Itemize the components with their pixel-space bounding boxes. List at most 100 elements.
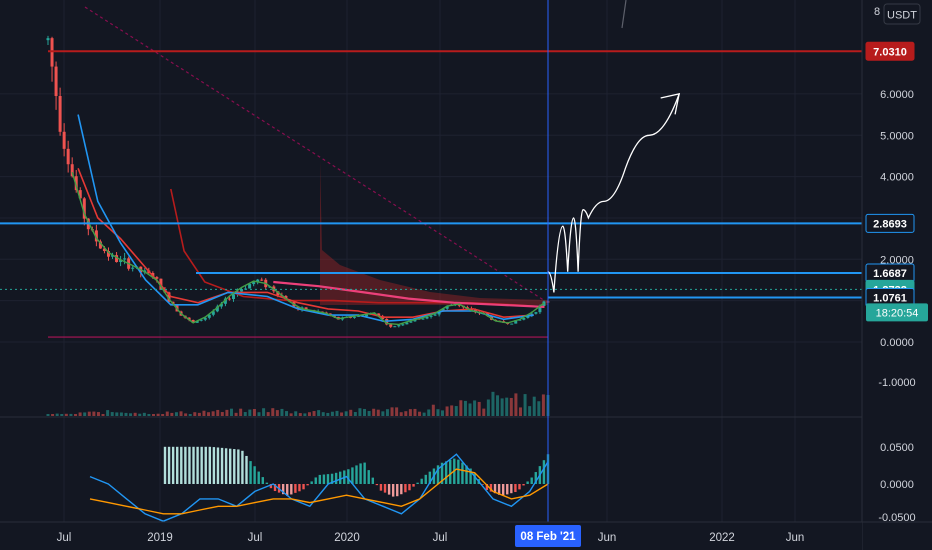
candle-body [207,314,211,318]
volume-bar [252,408,256,416]
volume-bar [152,414,156,416]
volume-bar [55,413,59,416]
volume-bar [440,410,444,416]
volume-bar [129,413,133,416]
macd-hist-bar [220,447,224,484]
volume-pane [46,391,550,416]
candle-body [74,176,78,191]
volume-bar [312,411,316,416]
macd-hist-bar [212,447,216,484]
currency-label: USDT [887,10,917,22]
macd-hist-bar [400,484,403,495]
candle-body [199,319,203,321]
macd-hist-bar [469,468,472,484]
macd-hist-bar [347,469,350,484]
price-tick-label: 6.0000 [880,89,914,101]
volume-bar [106,410,110,416]
volume-bar [450,405,454,416]
volume-bar [317,410,321,416]
volume-bar [395,407,399,416]
volume-bar [303,413,307,416]
macd-hist-bar [322,474,326,484]
candle-body [66,148,70,165]
projection-arrowhead[interactable] [660,93,680,115]
macd-hist-bar [530,477,533,484]
macd-tick-label: 0.0000 [880,479,914,491]
candle-body [115,255,119,263]
ma-green-line [71,172,545,326]
volume-bar [509,397,513,416]
macd-hist-bar [514,484,517,493]
time-axis-background[interactable] [0,522,862,550]
macd-hist-bar [351,467,354,484]
candle-body [401,324,405,326]
candle-body [123,258,127,260]
volume-bar [285,411,289,416]
macd-hist-bar [355,465,358,484]
candle-body [102,248,106,252]
volume-bar [248,409,252,416]
macd-hist-bar [171,446,175,484]
macd-hist-bar [416,482,419,484]
currency-badge[interactable] [883,3,921,25]
volume-bar [541,394,545,416]
macd-hist-bar [420,478,423,484]
volume-bar [202,410,206,416]
volume-bar [170,412,174,416]
candle-body [203,317,207,320]
candle-body [252,282,256,285]
candle-body [445,305,449,309]
macd-hist-bar [326,474,330,484]
macd-hist-bar [314,477,317,484]
candle-body [397,325,401,327]
volume-bar [307,412,311,416]
candle-body [187,317,191,321]
top-tick-clipped: 8 [874,6,880,18]
horizontal-levels[interactable] [0,50,862,299]
volume-bar [473,400,477,416]
macd-hist-bar [424,474,427,484]
time-axis-ticks: Jul 2019 Jul 2020 Jul Jun 2022 Jun [57,532,805,544]
volume-bar [294,411,298,416]
candle-body [231,294,235,300]
volume-bar [376,409,380,416]
macd-hist-bar [391,484,395,497]
macd-hist-bar [188,446,191,484]
time-tick-label: Jul [433,532,448,544]
macd-hist-bar [245,455,248,484]
diagonal-trendline[interactable] [84,6,545,302]
handdrawn-projection[interactable] [547,0,680,293]
macd-hist-bar [379,484,383,491]
macd-hist-bar [367,470,370,484]
projection-stroke[interactable] [547,93,680,293]
macd-hist-bar [534,472,537,484]
macd-hist-bar [485,484,489,491]
volume-bar [74,414,78,416]
trendline[interactable] [84,6,545,302]
macd-hist-bar [506,484,509,495]
macd-hist-bar [253,466,256,484]
macd-hist-bar [412,484,415,487]
candle-body [393,326,397,328]
moving-averages [71,114,545,326]
candle-body [248,284,252,289]
price-tick-label: 2.0000 [880,254,914,266]
volume-bar [390,407,394,416]
volume-bar [454,406,458,416]
level-label-box [865,213,915,233]
price-tick-label: 5.0000 [880,130,914,142]
macd-hist-bar [184,446,187,484]
macd-hist-bar [489,484,493,492]
volume-bar [133,412,137,416]
candle-body [155,277,159,279]
volume-bar [96,412,100,416]
volume-bar [60,414,64,416]
macd-tick-label: 0.0500 [880,442,914,454]
volume-bar [496,395,500,416]
volume-bar [340,412,344,416]
macd-hist-bar [440,462,444,484]
candle-body [441,308,445,312]
macd-hist-bar [196,446,199,484]
